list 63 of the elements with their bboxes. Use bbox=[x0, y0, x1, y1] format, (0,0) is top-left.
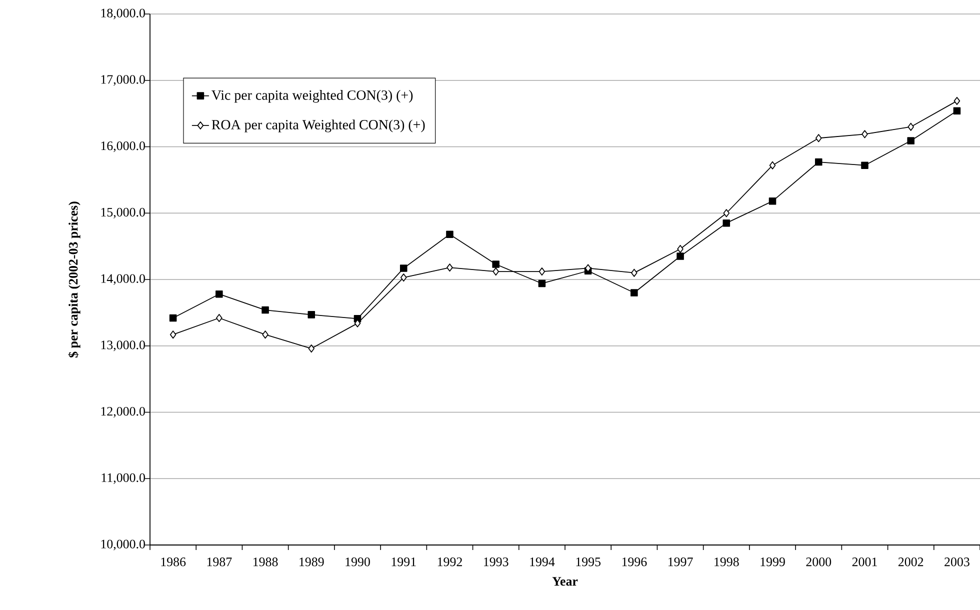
point bbox=[722, 219, 730, 227]
x-tick-label: 2001 bbox=[852, 558, 877, 566]
point bbox=[954, 96, 960, 105]
x-tick-label: 1993 bbox=[484, 558, 508, 566]
x-tick-label: 1996 bbox=[622, 558, 647, 566]
point bbox=[262, 306, 269, 314]
y-tick-label: 10,000.0 bbox=[101, 540, 145, 550]
point bbox=[308, 344, 315, 353]
y-tick-label: 11,000.0 bbox=[102, 473, 145, 484]
x-tick-label: 1995 bbox=[576, 558, 601, 566]
x-tick-label: 1990 bbox=[346, 558, 370, 566]
x-tick-label: 1991 bbox=[392, 558, 416, 566]
x-tick-label: 1989 bbox=[300, 558, 324, 566]
x-tick-label: 1998 bbox=[714, 558, 739, 566]
legend-label: Vic per capita weighted CON(3) (+) bbox=[212, 90, 413, 103]
point bbox=[907, 137, 914, 144]
point bbox=[492, 268, 499, 276]
point bbox=[400, 273, 407, 282]
x-tick-label: 2000 bbox=[806, 558, 832, 566]
point bbox=[538, 268, 546, 276]
point bbox=[538, 280, 546, 288]
x-tick-label: 1999 bbox=[760, 558, 785, 566]
point bbox=[815, 134, 822, 142]
point bbox=[723, 209, 730, 218]
y-tick-label: 12,000.0 bbox=[101, 406, 145, 418]
point bbox=[631, 268, 638, 277]
point bbox=[908, 122, 914, 131]
point bbox=[630, 289, 638, 296]
point bbox=[769, 161, 776, 170]
y-tick-label: 18,000.0 bbox=[101, 8, 145, 20]
x-tick-label: 2003 bbox=[944, 558, 970, 566]
point bbox=[446, 264, 453, 272]
x-tick-label: 1987 bbox=[207, 558, 232, 566]
point bbox=[262, 330, 268, 339]
point bbox=[768, 198, 776, 205]
x-tick-label: 1997 bbox=[668, 558, 693, 566]
point bbox=[308, 311, 316, 318]
point bbox=[862, 130, 868, 138]
x-tick-label: 1994 bbox=[530, 558, 555, 566]
point bbox=[492, 260, 500, 268]
point bbox=[814, 158, 822, 166]
point bbox=[861, 162, 868, 169]
y-tick-label: 15,000.0 bbox=[101, 208, 145, 218]
point bbox=[446, 230, 454, 238]
y-tick-label: 16,000.0 bbox=[101, 141, 145, 152]
y-tick-label: 17,000.0 bbox=[101, 75, 145, 86]
point bbox=[169, 314, 177, 322]
x-tick-label: 1986 bbox=[161, 558, 186, 566]
point bbox=[953, 107, 961, 115]
x-tick-label: 2002 bbox=[898, 558, 924, 566]
point bbox=[216, 290, 223, 298]
y-tick-label: 13,000.0 bbox=[101, 340, 145, 352]
point bbox=[677, 244, 684, 254]
y-axis-title: $ per capita (2002-03 prices) bbox=[68, 202, 80, 358]
point bbox=[170, 330, 176, 339]
x-axis-title: Year bbox=[552, 577, 578, 586]
y-tick-label: 14,000.0 bbox=[101, 274, 145, 285]
legend-label: ROA per capita Weighted CON(3) (+) bbox=[212, 120, 425, 132]
x-tick-label: 1992 bbox=[438, 558, 462, 566]
point bbox=[216, 314, 222, 322]
x-tick-label: 1988 bbox=[253, 558, 278, 566]
point bbox=[676, 252, 684, 260]
point bbox=[400, 264, 408, 272]
